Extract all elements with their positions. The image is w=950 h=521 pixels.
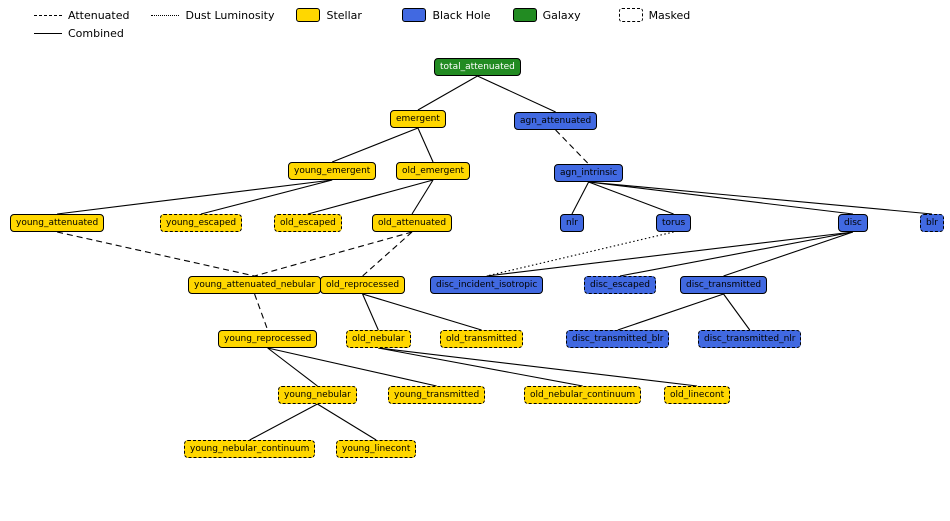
legend: Attenuated Dust Luminosity Stellar Black… bbox=[34, 6, 703, 42]
edge-agn_intrinsic-to-nlr bbox=[572, 182, 589, 214]
node-young_attenuated: young_attenuated bbox=[10, 214, 104, 232]
edge-young_reprocessed-to-young_transmitted bbox=[268, 348, 437, 386]
node-young_reprocessed: young_reprocessed bbox=[218, 330, 317, 348]
node-disc_escaped: disc_escaped bbox=[584, 276, 656, 294]
node-blr: blr bbox=[920, 214, 944, 232]
edge-young_attenuated-to-young_attenuated_nebular bbox=[57, 232, 254, 276]
edge-old_attenuated-to-old_reprocessed bbox=[363, 232, 412, 276]
node-young_nebular: young_nebular bbox=[278, 386, 357, 404]
edge-agn_intrinsic-to-torus bbox=[589, 182, 674, 214]
legend-label: Stellar bbox=[326, 9, 361, 22]
edge-emergent-to-young_emergent bbox=[332, 128, 418, 162]
node-old_reprocessed: old_reprocessed bbox=[320, 276, 405, 294]
edge-disc_transmitted-to-disc_transmitted_nlr bbox=[724, 294, 750, 330]
line-dotted-icon bbox=[151, 15, 179, 16]
legend-item-blackhole: Black Hole bbox=[402, 8, 490, 22]
edges-layer bbox=[0, 0, 950, 521]
node-agn_intrinsic: agn_intrinsic bbox=[554, 164, 623, 182]
legend-label: Galaxy bbox=[543, 9, 581, 22]
swatch-galaxy-icon bbox=[513, 8, 537, 22]
edge-agn_intrinsic-to-disc bbox=[589, 182, 853, 214]
node-young_linecont: young_linecont bbox=[336, 440, 416, 458]
edge-young_emergent-to-young_attenuated bbox=[57, 180, 332, 214]
node-nlr: nlr bbox=[560, 214, 584, 232]
node-disc_transmitted: disc_transmitted bbox=[680, 276, 767, 294]
node-old_escaped: old_escaped bbox=[274, 214, 342, 232]
edge-total_attenuated-to-agn_attenuated bbox=[477, 76, 555, 112]
node-young_attenuated_nebular: young_attenuated_nebular bbox=[188, 276, 321, 294]
node-old_nebular: old_nebular bbox=[346, 330, 411, 348]
node-torus: torus bbox=[656, 214, 691, 232]
node-young_escaped: young_escaped bbox=[160, 214, 242, 232]
swatch-stellar-icon bbox=[296, 8, 320, 22]
edge-old_reprocessed-to-old_nebular bbox=[363, 294, 379, 330]
edge-old_attenuated-to-young_attenuated_nebular bbox=[255, 232, 412, 276]
node-young_nebular_continuum: young_nebular_continuum bbox=[184, 440, 315, 458]
edge-old_nebular-to-old_linecont bbox=[378, 348, 697, 386]
node-old_linecont: old_linecont bbox=[664, 386, 730, 404]
edge-old_reprocessed-to-old_transmitted bbox=[363, 294, 482, 330]
node-disc_transmitted_blr: disc_transmitted_blr bbox=[566, 330, 669, 348]
edge-young_nebular-to-young_linecont bbox=[317, 404, 376, 440]
legend-label: Combined bbox=[68, 27, 124, 40]
node-old_nebular_continuum: old_nebular_continuum bbox=[524, 386, 641, 404]
edge-agn_attenuated-to-agn_intrinsic bbox=[556, 130, 589, 164]
legend-row-2: Combined bbox=[34, 24, 703, 42]
edge-torus-to-disc_incident_isotropic bbox=[487, 232, 674, 276]
node-emergent: emergent bbox=[390, 110, 446, 128]
node-old_emergent: old_emergent bbox=[396, 162, 470, 180]
node-young_emergent: young_emergent bbox=[288, 162, 376, 180]
node-young_transmitted: young_transmitted bbox=[388, 386, 485, 404]
legend-label: Dust Luminosity bbox=[185, 9, 274, 22]
node-disc_transmitted_nlr: disc_transmitted_nlr bbox=[698, 330, 801, 348]
legend-item-galaxy: Galaxy bbox=[513, 8, 597, 22]
edge-old_emergent-to-old_escaped bbox=[308, 180, 433, 214]
legend-item-combined: Combined bbox=[34, 27, 124, 40]
legend-row-1: Attenuated Dust Luminosity Stellar Black… bbox=[34, 6, 703, 24]
edge-disc-to-disc_transmitted bbox=[724, 232, 853, 276]
node-disc_incident_isotropic: disc_incident_isotropic bbox=[430, 276, 543, 294]
edge-total_attenuated-to-emergent bbox=[418, 76, 478, 110]
edge-young_attenuated_nebular-to-young_reprocessed bbox=[255, 294, 268, 330]
swatch-blackhole-icon bbox=[402, 8, 426, 22]
edge-disc-to-disc_incident_isotropic bbox=[487, 232, 853, 276]
legend-item-stellar: Stellar bbox=[296, 8, 380, 22]
node-old_transmitted: old_transmitted bbox=[440, 330, 523, 348]
legend-label: Attenuated bbox=[68, 9, 129, 22]
edge-young_nebular-to-young_nebular_continuum bbox=[250, 404, 318, 440]
node-old_attenuated: old_attenuated bbox=[372, 214, 452, 232]
line-solid-icon bbox=[34, 33, 62, 34]
edge-young_emergent-to-young_escaped bbox=[201, 180, 332, 214]
node-total_attenuated: total_attenuated bbox=[434, 58, 521, 76]
legend-item-masked: Masked bbox=[619, 8, 703, 22]
edge-emergent-to-old_emergent bbox=[418, 128, 433, 162]
swatch-masked-icon bbox=[619, 8, 643, 22]
legend-item-dust: Dust Luminosity bbox=[151, 9, 274, 22]
node-agn_attenuated: agn_attenuated bbox=[514, 112, 597, 130]
edge-young_reprocessed-to-young_nebular bbox=[268, 348, 318, 386]
edge-disc-to-disc_escaped bbox=[620, 232, 853, 276]
legend-label: Black Hole bbox=[432, 9, 490, 22]
node-disc: disc bbox=[838, 214, 868, 232]
legend-item-attenuated: Attenuated bbox=[34, 9, 129, 22]
edge-old_nebular-to-old_nebular_continuum bbox=[378, 348, 582, 386]
line-dashed-icon bbox=[34, 15, 62, 16]
legend-label: Masked bbox=[649, 9, 691, 22]
edge-old_emergent-to-old_attenuated bbox=[412, 180, 433, 214]
edge-disc_transmitted-to-disc_transmitted_blr bbox=[618, 294, 724, 330]
edge-agn_intrinsic-to-blr bbox=[589, 182, 932, 214]
